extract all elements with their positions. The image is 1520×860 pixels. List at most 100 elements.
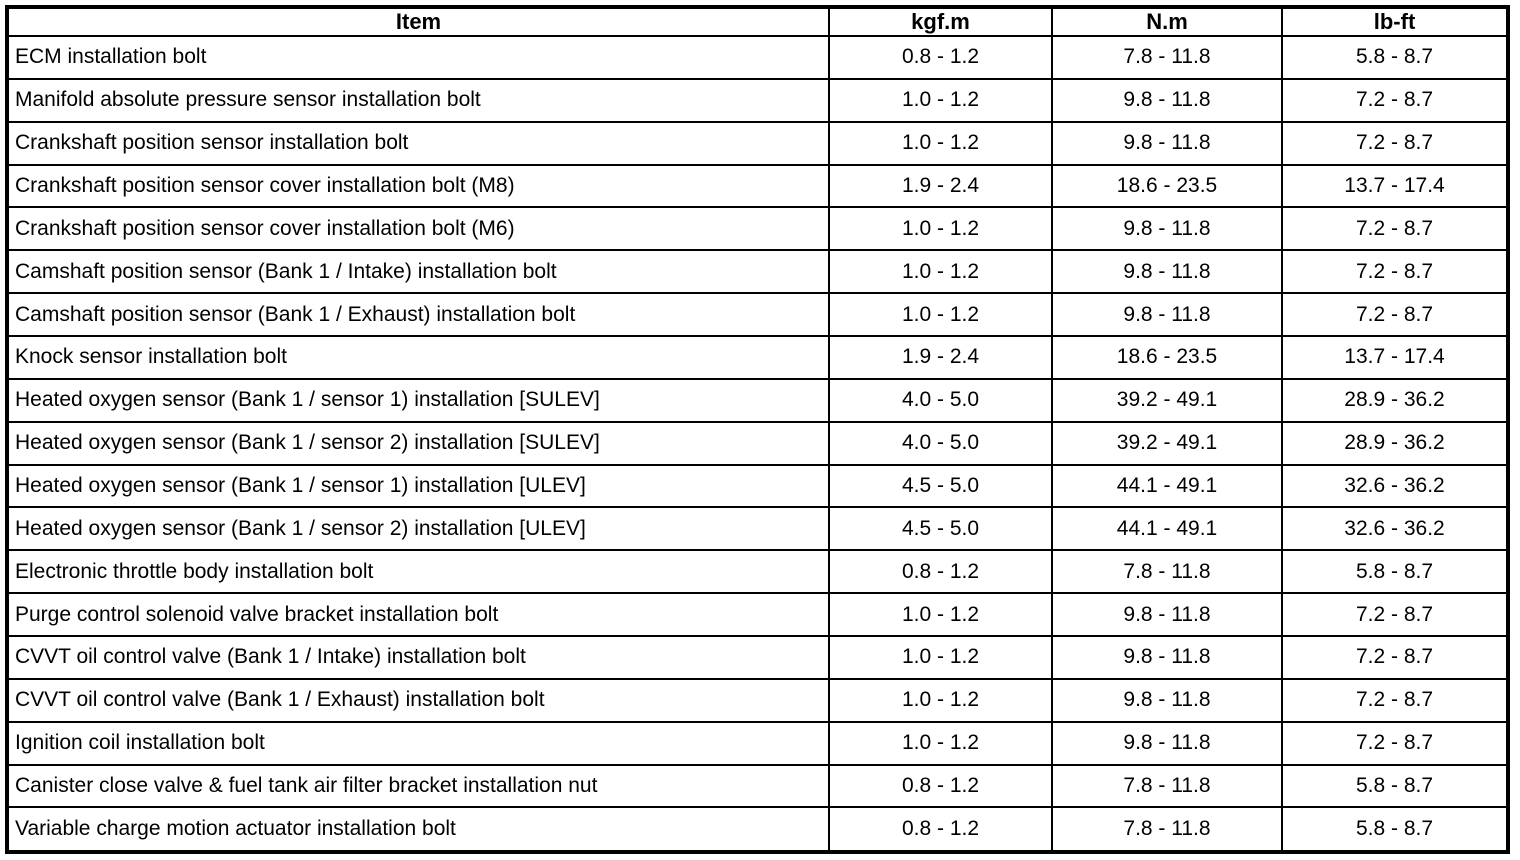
torque-value-cell: 7.8 - 11.8 (1051, 35, 1283, 80)
torque-value-cell: 9.8 - 11.8 (1051, 292, 1283, 338)
torque-value-cell: 7.2 - 8.7 (1281, 592, 1509, 638)
column-header-nm: N.m (1051, 6, 1283, 37)
item-cell: Heated oxygen sensor (Bank 1 / sensor 1)… (6, 377, 830, 423)
torque-value-cell: 1.0 - 1.2 (828, 77, 1053, 123)
item-cell: Heated oxygen sensor (Bank 1 / sensor 2)… (6, 506, 830, 552)
column-header-item: Item (6, 6, 830, 37)
torque-value-cell: 13.7 - 17.4 (1281, 335, 1509, 380)
torque-value-cell: 9.8 - 11.8 (1051, 635, 1283, 680)
table-row: Heated oxygen sensor (Bank 1 / sensor 2)… (6, 420, 1509, 466)
table-row: Crankshaft position sensor installation … (6, 120, 1509, 166)
torque-value-cell: 4.0 - 5.0 (828, 420, 1053, 466)
item-cell: Heated oxygen sensor (Bank 1 / sensor 1)… (6, 463, 830, 509)
torque-value-cell: 39.2 - 49.1 (1051, 377, 1283, 423)
table-header-row: Item kgf.m N.m lb-ft (6, 6, 1509, 37)
torque-value-cell: 9.8 - 11.8 (1051, 77, 1283, 123)
torque-value-cell: 5.8 - 8.7 (1281, 549, 1509, 595)
torque-value-cell: 39.2 - 49.1 (1051, 420, 1283, 466)
torque-value-cell: 9.8 - 11.8 (1051, 120, 1283, 166)
item-cell: Variable charge motion actuator installa… (6, 806, 830, 853)
torque-value-cell: 1.0 - 1.2 (828, 720, 1053, 766)
table-row: Camshaft position sensor (Bank 1 / Exhau… (6, 292, 1509, 338)
torque-value-cell: 32.6 - 36.2 (1281, 506, 1509, 552)
torque-value-cell: 7.2 - 8.7 (1281, 720, 1509, 766)
item-cell: Crankshaft position sensor installation … (6, 120, 830, 166)
item-cell: CVVT oil control valve (Bank 1 / Exhaust… (6, 677, 830, 723)
item-cell: Ignition coil installation bolt (6, 720, 830, 766)
torque-value-cell: 32.6 - 36.2 (1281, 463, 1509, 509)
item-cell: Crankshaft position sensor cover install… (6, 206, 830, 252)
table-row: Knock sensor installation bolt 1.9 - 2.4 1… (6, 335, 1509, 380)
item-cell: CVVT oil control valve (Bank 1 / Intake)… (6, 635, 830, 680)
item-cell: ECM installation bolt (6, 35, 830, 80)
torque-value-cell: 44.1 - 49.1 (1051, 463, 1283, 509)
table-row: ECM installation bolt 0.8 - 1.2 7.8 - 11.8… (6, 35, 1509, 80)
torque-value-cell: 28.9 - 36.2 (1281, 420, 1509, 466)
torque-value-cell: 1.0 - 1.2 (828, 635, 1053, 680)
table-row: Heated oxygen sensor (Bank 1 / sensor 1)… (6, 463, 1509, 509)
torque-value-cell: 44.1 - 49.1 (1051, 506, 1283, 552)
torque-value-cell: 1.9 - 2.4 (828, 163, 1053, 209)
table-row: Ignition coil installation bolt 1.0 - 1.2… (6, 720, 1509, 766)
torque-value-cell: 0.8 - 1.2 (828, 549, 1053, 595)
torque-value-cell: 13.7 - 17.4 (1281, 163, 1509, 209)
torque-value-cell: 1.0 - 1.2 (828, 206, 1053, 252)
torque-value-cell: 1.0 - 1.2 (828, 592, 1053, 638)
item-cell: Purge control solenoid valve bracket ins… (6, 592, 830, 638)
torque-value-cell: 7.8 - 11.8 (1051, 549, 1283, 595)
table-row: Purge control solenoid valve bracket ins… (6, 592, 1509, 638)
item-cell: Electronic throttle body installation bo… (6, 549, 830, 595)
torque-value-cell: 4.5 - 5.0 (828, 463, 1053, 509)
torque-value-cell: 5.8 - 8.7 (1281, 35, 1509, 80)
torque-value-cell: 7.2 - 8.7 (1281, 206, 1509, 252)
torque-value-cell: 9.8 - 11.8 (1051, 677, 1283, 723)
torque-value-cell: 9.8 - 11.8 (1051, 249, 1283, 295)
torque-spec-document: Item kgf.m N.m lb-ft ECM installation bo… (5, 5, 1510, 854)
torque-value-cell: 0.8 - 1.2 (828, 763, 1053, 809)
torque-value-cell: 0.8 - 1.2 (828, 806, 1053, 853)
torque-value-cell: 18.6 - 23.5 (1051, 163, 1283, 209)
table-row: CVVT oil control valve (Bank 1 / Intake)… (6, 635, 1509, 680)
column-header-kgfm: kgf.m (828, 6, 1053, 37)
torque-value-cell: 7.2 - 8.7 (1281, 635, 1509, 680)
torque-value-cell: 7.8 - 11.8 (1051, 763, 1283, 809)
item-cell: Knock sensor installation bolt (6, 335, 830, 380)
torque-value-cell: 1.9 - 2.4 (828, 335, 1053, 380)
item-cell: Crankshaft position sensor cover install… (6, 163, 830, 209)
item-cell: Heated oxygen sensor (Bank 1 / sensor 2)… (6, 420, 830, 466)
table-row: Crankshaft position sensor cover install… (6, 206, 1509, 252)
torque-value-cell: 5.8 - 8.7 (1281, 806, 1509, 853)
torque-value-cell: 9.8 - 11.8 (1051, 206, 1283, 252)
table-row: CVVT oil control valve (Bank 1 / Exhaust… (6, 677, 1509, 723)
torque-table-body: ECM installation bolt 0.8 - 1.2 7.8 - 11.8… (6, 35, 1509, 853)
table-row: Manifold absolute pressure sensor instal… (6, 77, 1509, 123)
item-cell: Manifold absolute pressure sensor instal… (6, 77, 830, 123)
table-row: Crankshaft position sensor cover install… (6, 163, 1509, 209)
item-cell: Camshaft position sensor (Bank 1 / Intak… (6, 249, 830, 295)
torque-value-cell: 9.8 - 11.8 (1051, 720, 1283, 766)
torque-spec-table: Item kgf.m N.m lb-ft ECM installation bo… (5, 5, 1510, 854)
table-row: Electronic throttle body installation bo… (6, 549, 1509, 595)
torque-value-cell: 7.8 - 11.8 (1051, 806, 1283, 853)
torque-value-cell: 4.5 - 5.0 (828, 506, 1053, 552)
torque-value-cell: 7.2 - 8.7 (1281, 677, 1509, 723)
torque-value-cell: 7.2 - 8.7 (1281, 120, 1509, 166)
table-row: Camshaft position sensor (Bank 1 / Intak… (6, 249, 1509, 295)
torque-value-cell: 7.2 - 8.7 (1281, 77, 1509, 123)
torque-value-cell: 7.2 - 8.7 (1281, 249, 1509, 295)
table-row: Heated oxygen sensor (Bank 1 / sensor 2)… (6, 506, 1509, 552)
torque-value-cell: 1.0 - 1.2 (828, 120, 1053, 166)
torque-value-cell: 1.0 - 1.2 (828, 677, 1053, 723)
table-row: Heated oxygen sensor (Bank 1 / sensor 1)… (6, 377, 1509, 423)
table-row: Variable charge motion actuator installa… (6, 806, 1509, 853)
torque-value-cell: 4.0 - 5.0 (828, 377, 1053, 423)
torque-value-cell: 7.2 - 8.7 (1281, 292, 1509, 338)
torque-value-cell: 5.8 - 8.7 (1281, 763, 1509, 809)
torque-value-cell: 9.8 - 11.8 (1051, 592, 1283, 638)
torque-value-cell: 0.8 - 1.2 (828, 35, 1053, 80)
torque-value-cell: 1.0 - 1.2 (828, 249, 1053, 295)
torque-value-cell: 1.0 - 1.2 (828, 292, 1053, 338)
torque-value-cell: 18.6 - 23.5 (1051, 335, 1283, 380)
torque-value-cell: 28.9 - 36.2 (1281, 377, 1509, 423)
item-cell: Camshaft position sensor (Bank 1 / Exhau… (6, 292, 830, 338)
